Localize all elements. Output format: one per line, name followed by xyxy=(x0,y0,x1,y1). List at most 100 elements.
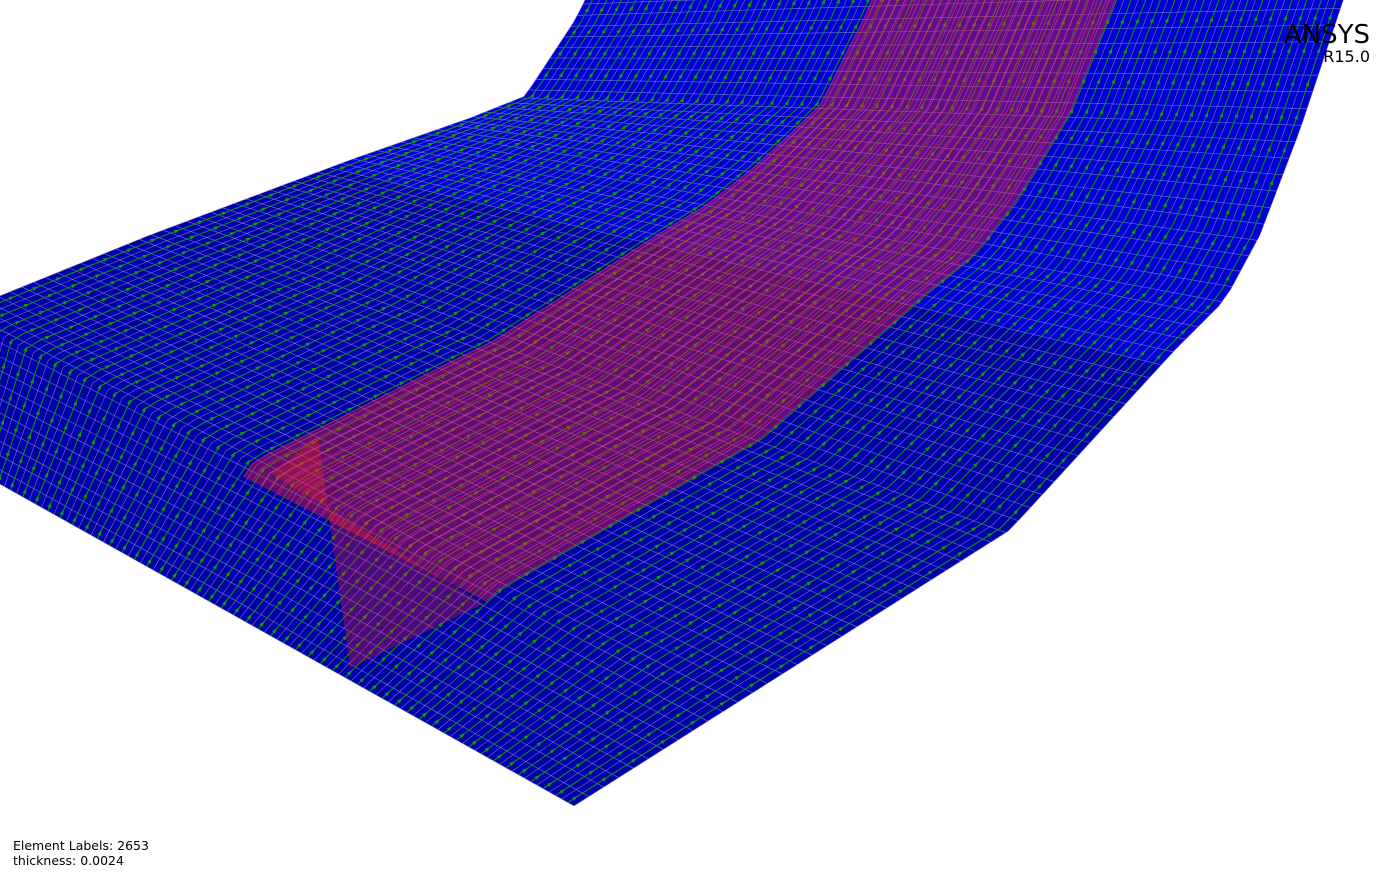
direction-arrowhead xyxy=(660,332,667,338)
direction-arrowhead xyxy=(1060,331,1066,338)
direction-arrowhead xyxy=(203,320,210,326)
direction-arrowhead xyxy=(784,99,790,106)
direction-arrowhead xyxy=(15,320,22,325)
direction-arrowhead xyxy=(347,407,354,412)
direction-arrowhead xyxy=(252,298,259,303)
direction-arrowhead xyxy=(810,206,816,212)
direction-arrowhead xyxy=(91,438,96,445)
direction-arrowhead xyxy=(942,21,947,28)
direction-arrowhead xyxy=(530,144,537,150)
direction-arrowhead xyxy=(1212,47,1217,54)
direction-arrowhead xyxy=(452,227,459,233)
direction-arrowhead xyxy=(943,176,949,183)
direction-arrowhead xyxy=(691,49,697,56)
direction-arrowhead xyxy=(1036,417,1043,424)
direction-arrowhead xyxy=(1044,452,1051,458)
mesh-line-cross xyxy=(0,398,664,750)
direction-arrowhead xyxy=(949,104,954,111)
direction-arrowhead xyxy=(887,75,892,82)
direction-arrowhead xyxy=(1242,244,1247,251)
direction-arrowhead xyxy=(264,347,272,352)
direction-arrowhead xyxy=(577,404,584,409)
direction-arrowhead xyxy=(555,163,562,169)
direction-arrowhead xyxy=(574,93,580,100)
ply-line xyxy=(243,0,873,478)
mesh-line-cross xyxy=(329,167,1162,366)
direction-arrowhead xyxy=(355,642,361,648)
direction-arrowhead xyxy=(437,305,444,310)
direction-arrowhead xyxy=(23,346,28,353)
direction-arrowhead xyxy=(912,173,918,180)
direction-arrowhead xyxy=(138,336,145,341)
direction-arrowhead xyxy=(1145,261,1151,268)
direction-arrowhead xyxy=(868,340,875,346)
direction-arrowhead xyxy=(340,312,347,317)
direction-arrowhead xyxy=(321,420,328,425)
mesh-line-cross xyxy=(269,189,1102,431)
direction-arrowhead xyxy=(876,265,883,271)
mesh-line-cross xyxy=(0,318,753,694)
direction-arrowhead xyxy=(72,516,77,523)
direction-arrowhead xyxy=(1178,203,1183,210)
direction-arrowhead xyxy=(445,400,452,406)
direction-arrowhead xyxy=(814,100,820,107)
direction-arrowhead xyxy=(383,374,390,380)
direction-arrowhead xyxy=(521,665,528,672)
direction-arrowhead xyxy=(1298,14,1302,21)
direction-arrowhead xyxy=(1051,77,1056,84)
direction-arrowhead xyxy=(434,719,441,725)
direction-arrowhead xyxy=(588,384,595,389)
direction-arrowhead xyxy=(1084,135,1089,142)
direction-arrowhead xyxy=(5,449,10,457)
direction-arrowhead xyxy=(309,260,316,265)
direction-arrowhead xyxy=(1193,269,1198,276)
direction-arrowhead xyxy=(917,75,922,82)
mesh-line-cross xyxy=(0,441,619,778)
direction-arrowhead xyxy=(331,534,337,540)
direction-arrowhead xyxy=(991,155,997,162)
direction-arrowhead xyxy=(658,112,665,118)
direction-arrowhead xyxy=(476,342,483,347)
direction-arrowhead xyxy=(986,20,991,27)
direction-arrowhead xyxy=(373,242,380,247)
direction-arrowhead xyxy=(362,414,369,419)
direction-arrowhead xyxy=(890,219,896,225)
direction-arrowhead xyxy=(117,304,124,309)
direction-arrowhead xyxy=(1115,166,1120,173)
direction-arrowhead xyxy=(732,234,739,240)
direction-arrowhead xyxy=(94,469,99,476)
direction-arrowhead xyxy=(523,700,530,706)
direction-arrowhead xyxy=(760,136,767,143)
direction-arrowhead xyxy=(565,350,572,356)
direction-arrowhead xyxy=(77,431,82,438)
direction-arrowhead xyxy=(189,235,196,240)
direction-arrowhead xyxy=(599,608,606,614)
direction-arrowhead xyxy=(734,116,741,122)
direction-arrowhead xyxy=(1004,291,1011,298)
direction-arrowhead xyxy=(384,691,391,697)
direction-arrowhead xyxy=(780,244,787,250)
direction-arrowhead xyxy=(704,114,710,120)
direction-arrowhead xyxy=(929,48,934,55)
mesh-line-cross xyxy=(0,296,783,675)
direction-arrowhead xyxy=(604,743,611,749)
direction-arrowhead xyxy=(615,648,622,654)
ply-line xyxy=(355,0,986,536)
direction-line xyxy=(431,0,1176,727)
direction-arrowhead xyxy=(89,357,96,362)
direction-arrowhead xyxy=(836,0,840,4)
direction-arrowhead xyxy=(255,366,262,371)
direction-arrowhead xyxy=(892,375,899,381)
direction-arrowhead xyxy=(957,456,963,462)
direction-arrowhead xyxy=(197,586,202,592)
direction-arrowhead xyxy=(795,119,801,126)
direction-arrowhead xyxy=(567,563,574,568)
direction-arrowhead xyxy=(636,214,643,220)
direction-arrowhead xyxy=(9,481,14,488)
ply-line xyxy=(468,0,1098,593)
ply-line xyxy=(433,0,1064,576)
direction-arrowhead xyxy=(1037,187,1043,194)
direction-arrowhead xyxy=(661,384,668,390)
